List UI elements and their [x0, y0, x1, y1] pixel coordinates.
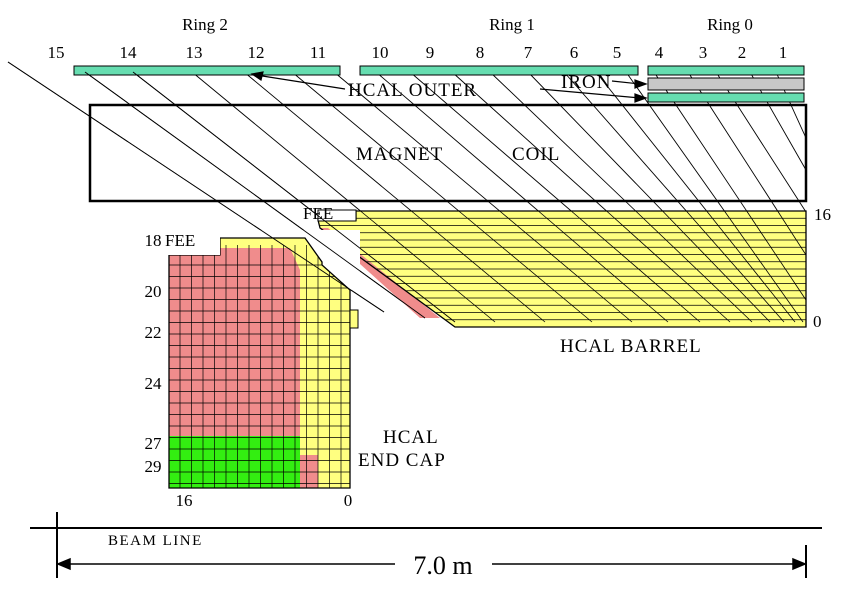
- fee-endcap-label: FEE: [165, 231, 195, 250]
- hcal-barrel-label: HCAL BARREL: [560, 336, 702, 357]
- tower-number: 5: [613, 43, 622, 62]
- magnet-coil: [88, 103, 808, 203]
- hcal-barrel: [317, 209, 807, 328]
- barrel-tower-line: [360, 210, 496, 323]
- tower-number: 15: [48, 43, 65, 62]
- tower-number: 13: [186, 43, 203, 62]
- hcal-outer-label: HCAL OUTER: [348, 80, 477, 101]
- beam-line-label: BEAM LINE: [108, 533, 203, 549]
- hcal-endcap-label-2: END CAP: [358, 450, 446, 471]
- tower-number: 6: [570, 43, 579, 62]
- endcap-side-number: 20: [145, 282, 162, 301]
- barrel-tower-line: [499, 210, 633, 323]
- endcap-side-number: 27: [145, 434, 163, 453]
- tower-number: 8: [476, 43, 485, 62]
- eta-line-overlay: [84, 71, 426, 319]
- iron-absorber: [647, 77, 805, 91]
- endcap-inner: [169, 248, 318, 488]
- length-label: 7.0 m: [413, 551, 472, 580]
- barrel-tower-line: [662, 210, 771, 323]
- iron-label: IRON: [561, 72, 611, 93]
- endcap-tab: [349, 309, 359, 329]
- endcap-side-numbers: 18 20 22 24 27 29: [145, 231, 163, 476]
- hcal-outer-ring0-top: [647, 65, 805, 76]
- hcal-outer-ring0-bottom: [647, 92, 805, 103]
- magnet-label: MAGNET: [356, 144, 443, 165]
- tower-number: 4: [655, 43, 664, 62]
- hcal-endcap: [7, 61, 456, 489]
- barrel-tower-line: [706, 210, 796, 323]
- endcap-bottom-left: 16: [176, 491, 193, 510]
- tower-number: 12: [248, 43, 265, 62]
- tower-number: 3: [699, 43, 708, 62]
- endcap-side-number: 18: [145, 231, 162, 250]
- fee-barrel-label: FEE: [303, 204, 333, 223]
- barrel-tower-line: [570, 210, 701, 323]
- tower-number: 9: [426, 43, 435, 62]
- barrel-tower-line: [411, 210, 546, 323]
- hcal-outer-ring1: [359, 65, 639, 76]
- endcap-green-towers: [169, 436, 300, 488]
- barrel-tower-line: [458, 210, 593, 323]
- dimension-arrow: [56, 557, 807, 571]
- barrel-tower-line: [606, 210, 731, 323]
- barrel-depth-top: 16: [814, 205, 831, 224]
- barrel-depth-bottom: 0: [813, 312, 822, 331]
- tower-number: 1: [779, 43, 788, 62]
- eta-line-overlay: [132, 71, 456, 323]
- barrel-tower-line: [538, 210, 669, 323]
- endcap-side-number: 29: [145, 457, 162, 476]
- barrel-tower-line: [805, 210, 807, 213]
- tower-number: 2: [738, 43, 747, 62]
- endcap-side-number: 24: [145, 374, 163, 393]
- barrel-tower-line: [746, 210, 807, 301]
- tower-numbers: 15 14 13 12 11 10 9 8 7 6 5 4 3 2 1: [48, 43, 788, 62]
- tower-number: 11: [310, 43, 326, 62]
- barrel-tower-line: [724, 210, 804, 323]
- barrel-tower-line: [635, 210, 753, 323]
- tower-number: 10: [372, 43, 389, 62]
- hcal-outer-arrows: [250, 71, 648, 103]
- coil-label: COIL: [512, 144, 560, 165]
- ring-0-label: Ring 0: [707, 15, 753, 34]
- ring-2-label: Ring 2: [182, 15, 228, 34]
- hcal-endcap-label-1: HCAL: [383, 427, 439, 448]
- endcap-side-number: 22: [145, 323, 162, 342]
- tower-number: 14: [120, 43, 138, 62]
- fee-endcap-box: [164, 236, 220, 255]
- barrel-tower-line: [686, 210, 785, 323]
- tower-number: 7: [524, 43, 533, 62]
- barrel-tower-line: [777, 210, 807, 256]
- ring-1-label: Ring 1: [489, 15, 535, 34]
- endcap-bottom-right: 0: [344, 491, 353, 510]
- beam-line: [30, 512, 822, 578]
- eta-line-overlay: [7, 61, 385, 313]
- hcal-outer-ring2: [73, 65, 341, 76]
